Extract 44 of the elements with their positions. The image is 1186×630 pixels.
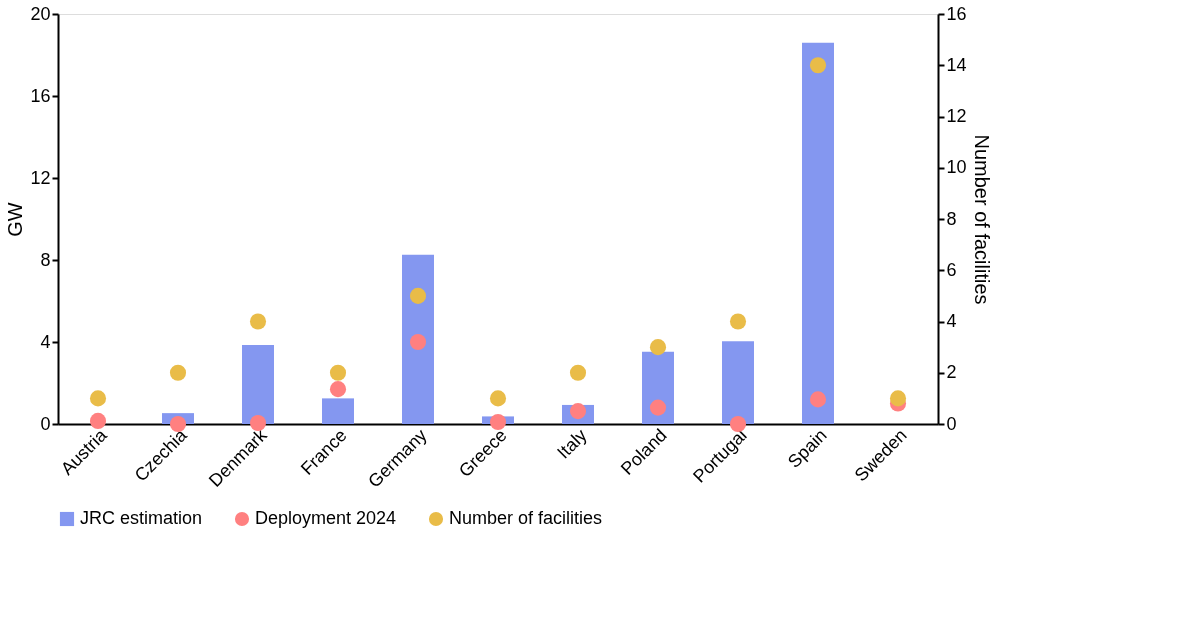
y-tick-label: 20 <box>30 3 51 24</box>
bar <box>322 398 354 424</box>
point <box>489 413 507 430</box>
y2-tick-label: 6 <box>946 259 957 280</box>
y-tick-label: 4 <box>40 331 51 352</box>
point <box>809 391 827 408</box>
point <box>649 399 667 416</box>
point <box>329 381 347 398</box>
y-tick-label: 0 <box>40 413 51 434</box>
bar <box>802 42 834 424</box>
y2-tick-label: 10 <box>946 157 967 178</box>
point <box>329 364 347 381</box>
y2-tick-label: 12 <box>946 106 967 126</box>
point <box>569 364 587 381</box>
point <box>729 313 747 330</box>
point <box>169 364 187 381</box>
bar <box>402 254 434 424</box>
y2-axis-title: Number of facilities <box>970 134 993 305</box>
y2-tick-label: 2 <box>946 362 957 383</box>
y2-tick-label: 0 <box>946 413 957 434</box>
y-tick-label: 12 <box>30 167 51 188</box>
point <box>809 57 827 74</box>
y-tick-label: 8 <box>40 249 51 270</box>
point <box>89 412 107 429</box>
point <box>889 390 907 407</box>
y2-tick-label: 8 <box>946 208 957 229</box>
point <box>89 390 107 407</box>
y2-tick-label: 4 <box>946 311 957 331</box>
y2-tick-label: 14 <box>946 54 967 75</box>
point <box>409 287 427 304</box>
bar <box>722 341 754 424</box>
legend-label: Number of facilities <box>449 508 603 528</box>
legend-label: JRC estimation <box>80 508 203 528</box>
point <box>249 313 267 330</box>
bar <box>242 345 274 424</box>
bar <box>642 351 674 424</box>
legend-label: Deployment 2024 <box>255 508 397 528</box>
point <box>489 390 507 407</box>
x-tick-label: Italy <box>553 425 591 463</box>
y-tick-label: 16 <box>30 85 51 106</box>
y2-tick-label: 16 <box>946 3 967 24</box>
point <box>409 333 427 351</box>
point <box>649 339 667 356</box>
y-axis-title: GW <box>4 202 27 237</box>
